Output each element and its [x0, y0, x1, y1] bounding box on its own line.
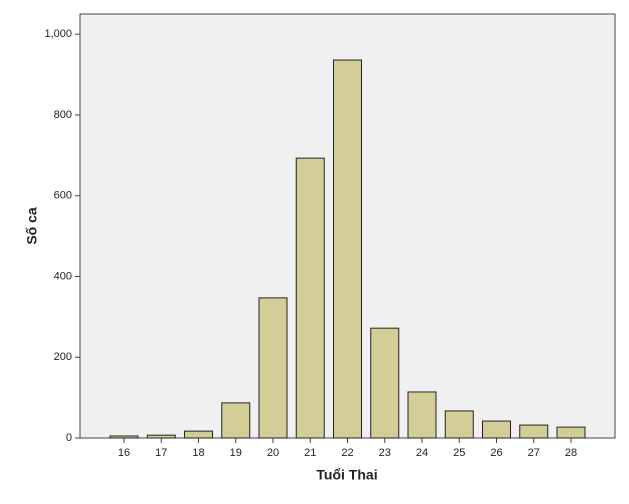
y-tick-label: 0: [66, 432, 72, 444]
x-tick-label: 20: [267, 447, 279, 459]
bar: [482, 420, 511, 439]
x-tick-label: 24: [416, 447, 428, 459]
bar: [184, 430, 213, 439]
y-tick-label: 400: [54, 270, 72, 282]
bar: [295, 157, 325, 439]
x-tick-label: 17: [155, 447, 167, 459]
x-axis-title: Tuổi Thai: [316, 467, 377, 483]
bar: [370, 327, 400, 439]
bar: [556, 426, 586, 439]
y-axis-title: Số ca: [24, 207, 40, 245]
x-tick-label: 25: [453, 447, 465, 459]
x-tick-label: 27: [528, 447, 540, 459]
x-tick-label: 19: [230, 447, 242, 459]
bar: [258, 297, 288, 439]
x-tick-label: 16: [118, 447, 130, 459]
x-tick-label: 28: [565, 447, 577, 459]
bar: [519, 424, 549, 439]
bar: [407, 391, 437, 439]
x-tick-label: 26: [490, 447, 502, 459]
x-tick-label: 22: [341, 447, 353, 459]
y-tick-label: 800: [54, 109, 72, 121]
bar: [444, 410, 474, 439]
y-tick-label: 600: [54, 190, 72, 202]
bar: [221, 402, 251, 439]
x-tick-label: 18: [192, 447, 204, 459]
bar: [109, 435, 139, 439]
bar: [333, 59, 362, 439]
x-tick-label: 23: [379, 447, 391, 459]
bar: [146, 434, 176, 439]
y-tick-label: 200: [54, 351, 72, 363]
y-tick-label: 1,000: [44, 28, 72, 40]
x-tick-label: 21: [304, 447, 316, 459]
